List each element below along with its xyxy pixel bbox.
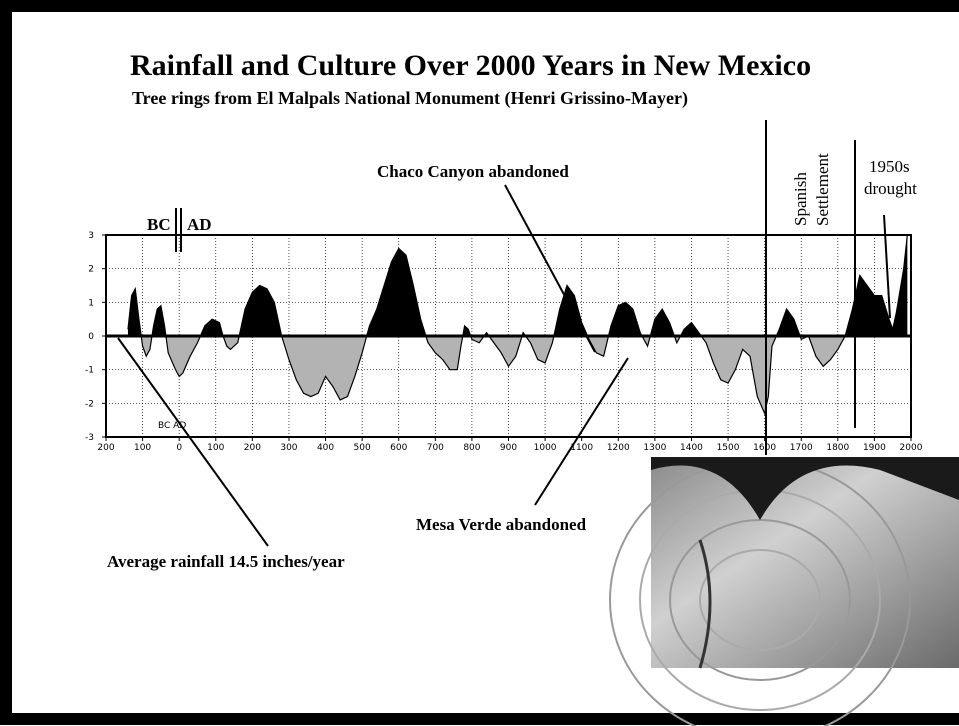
x-tick-label: 1600 [753,443,776,453]
area-negative [127,336,908,414]
x-tick-label: 1500 [717,443,740,453]
era-label: AD [187,215,212,234]
x-tick-label: 100 [134,443,151,453]
x-tick-label: 1800 [826,443,849,453]
x-tick-label: 1700 [790,443,813,453]
annotation: Spanish [791,172,810,226]
x-tick-label: 1300 [643,443,666,453]
area-outline [127,234,908,416]
y-tick-label: 2 [88,265,94,275]
x-tick-label: 300 [280,443,297,453]
x-tick-label: 400 [317,443,334,453]
title: Rainfall and Culture Over 2000 Years in … [130,49,811,82]
annotation: 1950s [869,157,910,176]
y-tick-label: 0 [88,332,94,342]
x-tick-label: 200 [97,443,114,453]
x-tick-label: 2000 [900,443,923,453]
x-tick-label: 200 [244,443,261,453]
x-tick-label: 100 [207,443,224,453]
annotation: drought [864,179,917,198]
x-tick-label: 1400 [680,443,703,453]
y-tick-label: 3 [88,231,94,241]
x-tick-label: 700 [427,443,444,453]
area-positive [127,235,908,336]
y-tick-label: -1 [85,366,94,376]
x-tick-label: 1100 [570,443,593,453]
era-label: BC [147,215,171,234]
y-tick-label: -2 [85,399,94,409]
x-tick-label: 0 [176,443,182,453]
annotation: Average rainfall 14.5 inches/year [107,552,345,571]
annotation: Settlement [813,153,832,226]
y-tick-label: 1 [88,298,94,308]
x-tick-label: 800 [463,443,480,453]
x-tick-label: 900 [500,443,517,453]
x-tick-label: 1000 [534,443,557,453]
annotation: Chaco Canyon abandoned [377,162,569,181]
x-tick-label: 1200 [607,443,630,453]
x-tick-label: 600 [390,443,407,453]
x-tick-label: 500 [354,443,371,453]
annotation-arrows [117,120,891,547]
subtitle: Tree rings from El Malpals National Monu… [132,88,688,109]
y-tick-label: -3 [85,433,94,443]
era-label: BC AD [158,421,186,431]
photo [609,457,959,726]
annotation: Mesa Verde abandoned [416,515,587,534]
x-tick-label: 1900 [863,443,886,453]
